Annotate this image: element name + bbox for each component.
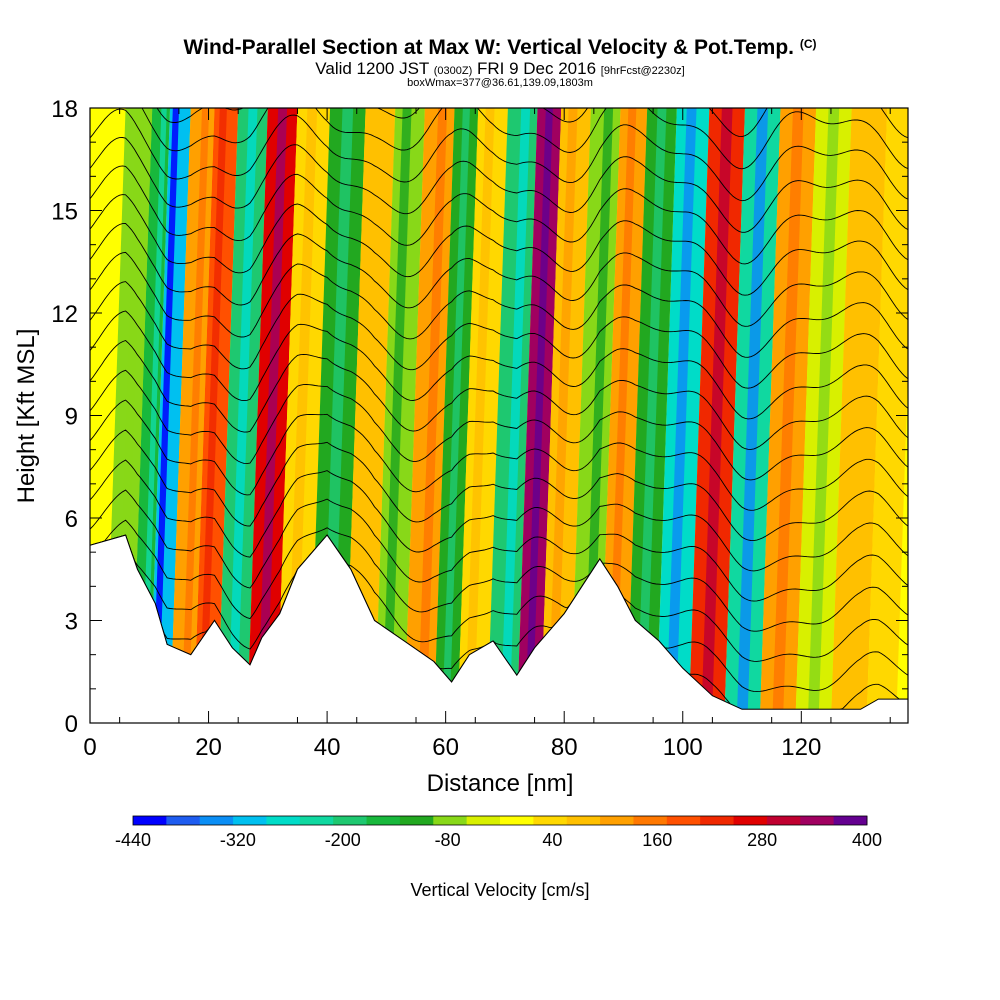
colorbar-tick-label: 280 <box>747 830 777 850</box>
theta-contour <box>90 534 908 662</box>
colorbar: -440 -320 -200 -80 40 160 280 400 <box>115 815 882 850</box>
axes: 0 20 40 60 80 100 120 0 3 6 9 12 15 18 <box>51 96 908 761</box>
theta-contour <box>90 310 908 420</box>
velocity-core <box>500 108 531 723</box>
theta-contour <box>90 369 908 481</box>
theta-contour <box>90 194 908 296</box>
colorbar-swatch <box>399 816 434 825</box>
theta-contour <box>90 519 908 632</box>
y-tick-label: 6 <box>65 506 78 533</box>
velocity-core <box>547 108 578 723</box>
x-tick-label: 60 <box>432 734 459 761</box>
chart-title: Wind-Parallel Section at Max W: Vertical… <box>183 36 817 59</box>
colorbar-swatch <box>600 816 634 825</box>
x-tick-label: 40 <box>314 734 341 761</box>
colorbar-swatch <box>233 816 267 825</box>
velocity-core <box>442 108 470 723</box>
velocity-core <box>636 108 667 723</box>
velocity-core <box>525 108 553 723</box>
colorbar-swatch <box>466 816 501 825</box>
colorbar-tick-label: -440 <box>115 830 151 850</box>
colorbar-swatch <box>333 816 368 825</box>
velocity-core <box>807 108 840 723</box>
colorbar-tick-label: 400 <box>852 830 882 850</box>
colorbar-swatch <box>133 816 167 825</box>
y-tick-label: 0 <box>65 711 78 738</box>
velocity-core <box>464 108 495 723</box>
x-axis-label: Distance [nm] <box>427 770 574 797</box>
colorbar-swatch <box>166 816 201 825</box>
velocity-core <box>879 108 908 723</box>
theta-contour <box>90 165 908 265</box>
y-tick-label: 9 <box>65 404 78 431</box>
theta-contour <box>90 429 908 542</box>
theta-contour <box>141 108 908 170</box>
velocity-core <box>772 108 804 723</box>
colorbar-swatch <box>800 816 835 825</box>
theta-contour <box>90 223 908 327</box>
x-tick-label: 120 <box>781 734 821 761</box>
terrain-mask <box>89 534 909 724</box>
theta-contour <box>90 281 908 389</box>
velocity-core <box>181 108 210 723</box>
chart-subtitle: Valid 1200 JST (0300Z) FRI 9 Dec 2016 [9… <box>315 59 685 78</box>
colorbar-tick-label: -200 <box>325 830 361 850</box>
colorbar-tick-label: 160 <box>642 830 672 850</box>
colorbar-swatch <box>633 816 668 825</box>
colorbar-frame <box>132 815 868 826</box>
velocity-field <box>90 108 908 723</box>
colorbar-swatch <box>266 816 301 825</box>
velocity-core <box>140 108 167 723</box>
colorbar-swatch <box>299 816 334 825</box>
colorbar-swatch <box>666 816 701 825</box>
theta-contour <box>90 399 908 511</box>
x-tick-label: 80 <box>551 734 578 761</box>
y-tick-label: 15 <box>51 199 78 226</box>
theta-contour <box>90 108 908 202</box>
velocity-core <box>701 108 733 723</box>
velocity-core <box>227 108 258 723</box>
y-tick-label: 18 <box>51 96 78 123</box>
y-tick-label: 3 <box>65 609 78 636</box>
velocity-core <box>583 108 614 723</box>
colorbar-swatch <box>433 816 468 825</box>
colorbar-swatch <box>733 816 768 825</box>
velocity-core <box>736 108 769 723</box>
colorbar-swatch <box>566 816 601 825</box>
chart-subtitle-box: boxWmax=377@36.61,139.09,1803m <box>407 77 593 89</box>
theta-contour <box>90 489 908 602</box>
theta-contour <box>90 339 908 450</box>
velocity-core <box>666 108 697 723</box>
colorbar-label: Vertical Velocity [cm/s] <box>410 880 590 900</box>
velocity-core <box>843 108 875 723</box>
x-tick-label: 100 <box>663 734 703 761</box>
colorbar-swatch <box>833 816 868 825</box>
colorbar-swatch <box>500 816 534 825</box>
velocity-core <box>257 108 288 723</box>
colorbar-swatch <box>199 816 234 825</box>
colorbar-swatch <box>700 816 735 825</box>
colorbar-swatch <box>366 816 401 825</box>
velocity-core <box>381 108 412 723</box>
colorbar-tick-label: -80 <box>435 830 461 850</box>
x-tick-label: 0 <box>83 734 96 761</box>
colorbar-swatch <box>766 816 801 825</box>
y-axis-label: Height [Kft MSL] <box>13 329 40 504</box>
velocity-core <box>607 108 637 723</box>
theta-contour <box>90 137 908 233</box>
theta-contour <box>90 459 908 572</box>
colorbar-tick-label: 40 <box>542 830 562 850</box>
copyright-mark: (C) <box>799 37 817 51</box>
colorbar-tick-label: -320 <box>220 830 256 850</box>
velocity-core <box>358 108 388 723</box>
y-tick-label: 12 <box>51 301 78 328</box>
x-tick-label: 20 <box>195 734 222 761</box>
colorbar-swatch <box>533 816 568 825</box>
theta-contour <box>90 251 908 358</box>
velocity-core <box>417 108 448 723</box>
